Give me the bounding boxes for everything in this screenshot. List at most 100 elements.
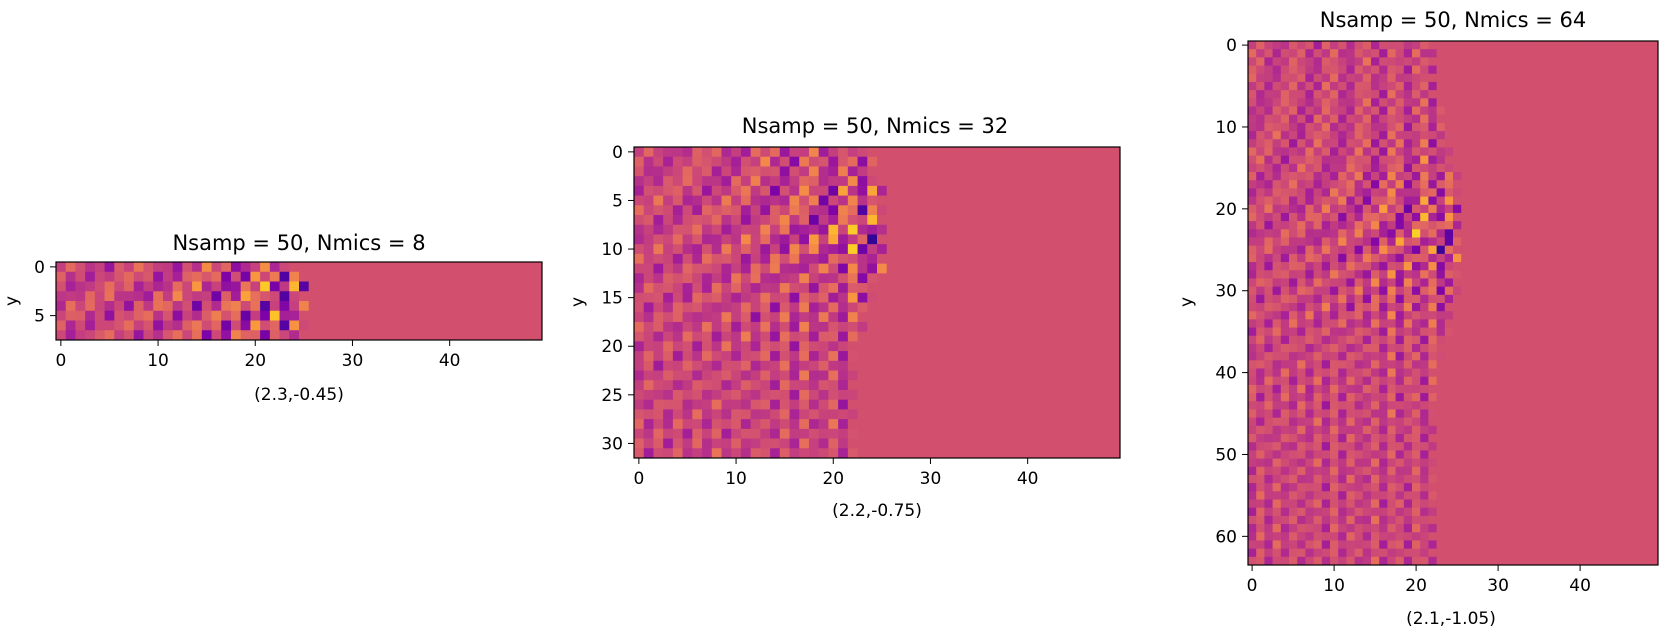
heatmap-cell [1551,196,1560,206]
heatmap-cell [672,224,683,235]
heatmap-cell [1100,438,1111,449]
heatmap-cell [1264,515,1273,525]
heatmap-cell [1461,204,1470,214]
heatmap-cell [838,419,849,430]
heatmap-cell [886,273,897,284]
heatmap-cell [1518,73,1528,83]
heatmap-cell [663,419,674,430]
heatmap-cell [1338,245,1347,255]
heatmap-cell [1608,81,1618,91]
heatmap-cell [1110,370,1121,381]
heatmap-cell [1264,393,1273,402]
heatmap-cell [260,301,271,312]
heatmap-cell [1338,360,1347,369]
heatmap-cell [1272,57,1282,66]
heatmap-cell [1330,270,1339,279]
heatmap-cell [983,215,995,226]
heatmap-cell [1633,131,1642,140]
heatmap-cell [1428,204,1437,214]
heatmap-cell [1280,73,1290,83]
heatmap-cell [1362,303,1372,312]
heatmap-cell [886,341,897,352]
heatmap-cell [847,244,858,255]
heatmap-cell [857,273,868,284]
heatmap-cell [1321,483,1331,492]
heatmap-cell [386,320,397,331]
heatmap-cell [779,389,790,401]
heatmap-cell [1264,262,1273,271]
heatmap-cell [1100,370,1111,381]
heatmap-cell [1617,393,1626,402]
heatmap-cell [1338,237,1347,247]
heatmap-cell [1535,376,1544,386]
heatmap-cell [1248,474,1257,484]
heatmap-cell [974,321,985,333]
heatmap-cell [1272,425,1282,435]
heatmap-cell [906,380,917,391]
heatmap-cell [1354,114,1364,124]
heatmap-cell [1272,212,1282,222]
heatmap-cell [1051,244,1063,255]
heatmap-cell [1444,155,1454,165]
heatmap-cell [1477,253,1487,263]
heatmap-cell [1584,499,1593,509]
heatmap-cell [1297,172,1306,181]
heatmap-cell [983,331,995,342]
heatmap-cell [1592,155,1601,165]
heatmap-cell [779,312,790,323]
heatmap-cell [653,321,664,333]
heatmap-cell [1444,425,1454,435]
heatmap-cell [906,399,917,410]
heatmap-cell [808,166,820,177]
heatmap-cell [124,271,135,282]
heatmap-cell [643,399,654,410]
heatmap-cell [1110,176,1121,187]
heatmap-cell [1305,155,1314,165]
heatmap-cell [1313,172,1323,181]
heatmap-cell [1032,302,1043,313]
heatmap-cell [1090,428,1101,439]
heatmap-cell [974,399,985,410]
heatmap-cell [1535,98,1544,107]
heatmap-cell [1633,90,1642,99]
heatmap-cell [1321,90,1331,99]
heatmap-cell [1551,98,1560,107]
heatmap-cell [925,244,936,255]
heatmap-cell [1272,73,1282,83]
heatmap-cell [444,291,455,302]
heatmap-cell [1584,122,1593,132]
heatmap-cell [1576,343,1585,353]
heatmap-cell [1032,312,1043,323]
heatmap-cell [1100,389,1111,401]
heatmap-cell [1264,417,1273,427]
heatmap-cell [260,310,271,321]
heatmap-cell [1297,180,1306,189]
heatmap-cell [770,351,781,362]
heatmap-cell [1354,417,1364,427]
heatmap-cell [886,370,897,381]
heatmap-cell [1453,57,1462,66]
heatmap-cell [396,310,407,321]
heatmap-cell [760,448,771,459]
heatmap-cell [1081,312,1092,323]
heatmap-cell [1576,57,1585,66]
heatmap-cell [1494,106,1503,116]
heatmap-cell [1051,263,1063,274]
heatmap-cell [1567,368,1577,378]
heatmap-cell [867,360,878,371]
heatmap-cell [1502,131,1511,140]
heatmap-cell [1071,234,1082,245]
heatmap-cell [1395,172,1405,181]
heatmap-cell [1485,172,1495,181]
heatmap-cell [1346,499,1355,509]
heatmap-cell [1272,139,1282,148]
heatmap-cell [653,302,664,313]
heatmap-cell [682,380,693,391]
heatmap-cell [1617,81,1626,91]
heatmap-cell [1272,41,1282,50]
heatmap-cell [954,360,965,371]
heatmap-cell [1584,425,1593,435]
heatmap-cell [1510,450,1519,459]
heatmap-cell [1428,57,1437,66]
heatmap-cell [1289,458,1298,468]
